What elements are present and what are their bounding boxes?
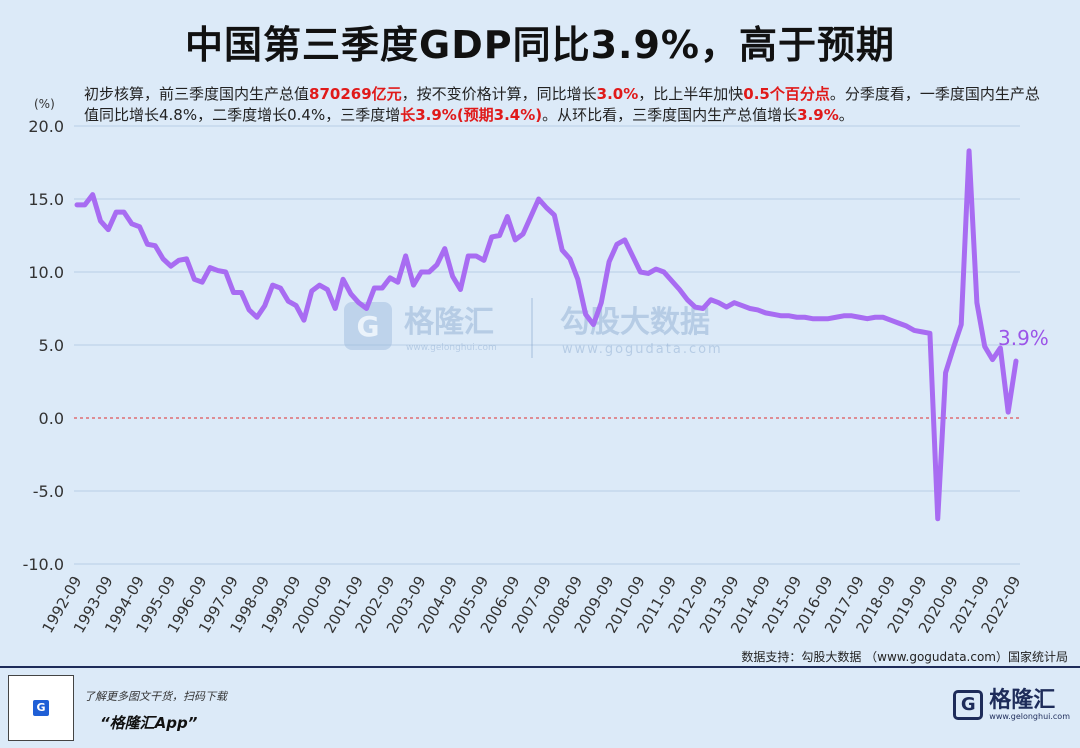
summary-part-9: 3.9% xyxy=(797,106,839,124)
x-tick-labels: 1992-091993-091994-091995-091996-091997-… xyxy=(39,573,1025,636)
brand-g-icon: G xyxy=(953,690,984,720)
footer-app-name: “格隆汇App” xyxy=(100,714,198,732)
y-tick-label: 0.0 xyxy=(39,409,64,428)
svg-text:G: G xyxy=(357,310,380,343)
end-value-label: 3.9% xyxy=(998,326,1049,350)
y-tick-label: 15.0 xyxy=(28,190,64,209)
y-tick-label: 5.0 xyxy=(39,336,64,355)
y-tick-labels: -10.0 -5.0 0.0 5.0 10.0 15.0 20.0 xyxy=(23,117,64,574)
watermark-brand2-url: www.gogudata.com xyxy=(562,342,723,357)
y-tick-label: 20.0 xyxy=(28,117,64,136)
watermark: G 格隆汇 www.gelonghui.com 勾股大数据 www.goguda… xyxy=(344,298,723,358)
summary-part-0: 初步核算，前三季度国内生产总值 xyxy=(84,85,310,103)
qr-logo-icon: G xyxy=(33,700,49,716)
summary-part-8: 。从环比看，三季度国内生产总值增长 xyxy=(542,106,798,124)
brand-name: 格隆汇 xyxy=(989,687,1056,713)
summary-part-1: 870269亿元 xyxy=(309,85,402,103)
summary-part-10: 。 xyxy=(838,106,854,124)
summary-part-5: 0.5个百分点 xyxy=(743,85,830,103)
gdp-line-chart: (%) -10.0 -5.0 0.0 5.0 10.0 15.0 20.0 G 格隆汇 ww… xyxy=(23,97,1049,636)
summary-part-4: ，比上半年加快 xyxy=(638,85,744,103)
data-source-note: 数据支持：勾股大数据 （www.gogudata.com）国家统计局 xyxy=(741,650,1068,664)
y-tick-label: -10.0 xyxy=(23,555,64,574)
brand-url: www.gelonghui.com xyxy=(989,711,1070,721)
grid-lines xyxy=(74,125,1020,565)
chart-title: 中国第三季度GDP同比3.9%，高于预期 xyxy=(185,23,895,67)
y-tick-label: 10.0 xyxy=(28,263,64,282)
footer-divider xyxy=(0,666,1080,668)
summary-part-7: 长3.9%(预期3.4%) xyxy=(400,106,543,124)
brand-logo: G 格隆汇 www.gelonghui.com xyxy=(953,686,1070,724)
watermark-logo-icon xyxy=(344,302,392,350)
watermark-brand1: 格隆汇 xyxy=(404,305,494,340)
watermark-brand1-url: www.gelonghui.com xyxy=(406,343,497,353)
summary-text: 初步核算，前三季度国内生产总值870269亿元，按不变价格计算，同比增长3.0%… xyxy=(84,84,1044,126)
summary-part-3: 3.0% xyxy=(596,85,639,103)
summary-part-6: 。分季度看，一季度国内生产总值同比增长4.8%，二季度增长0.4%，三季度增 xyxy=(84,85,1040,124)
series-line-gdp xyxy=(74,148,1019,522)
y-axis-unit-label: (%) xyxy=(34,97,55,111)
footer-promo-text: 了解更多图文干货，扫码下载 xyxy=(84,690,227,703)
y-tick-label: -5.0 xyxy=(33,482,64,501)
summary-part-2: ，按不变价格计算，同比增长 xyxy=(401,85,597,103)
